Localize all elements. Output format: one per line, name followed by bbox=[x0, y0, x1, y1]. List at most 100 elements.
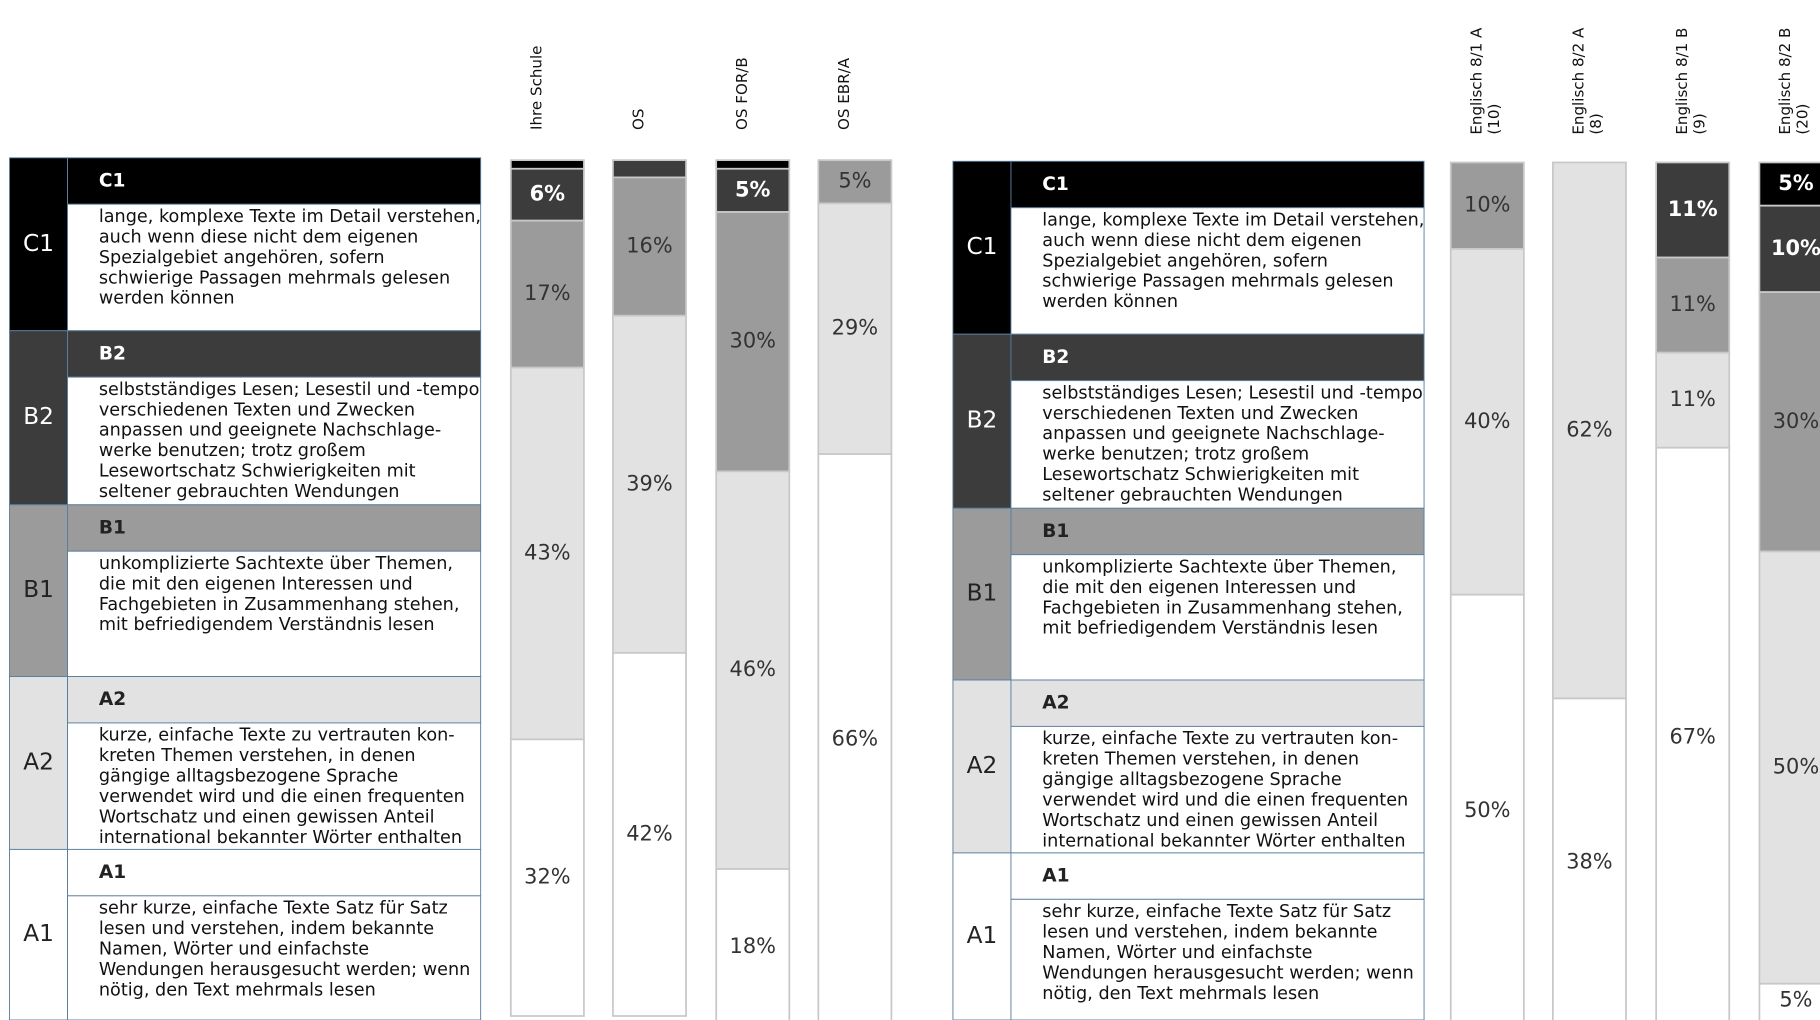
category-label: OS bbox=[630, 108, 649, 130]
level-description: anpassen und geeignete Nachschlage- bbox=[1042, 424, 1384, 444]
value-label: 29% bbox=[832, 316, 878, 340]
level-description: unkomplizierte Sachtexte über Themen, bbox=[99, 554, 453, 574]
level-description: Lesewortschatz Schwierigkeiten mit bbox=[1042, 465, 1359, 485]
level-description: kurze, einfache Texte zu vertrauten kon- bbox=[1042, 729, 1398, 749]
level-row: B1 B1 unkomplizierte Sachtexte über Themen… bbox=[9, 504, 482, 677]
level-description: verschiedenen Texten und Zwecken bbox=[99, 400, 415, 420]
value-label: 40% bbox=[1464, 409, 1510, 433]
level-description: Wendungen herausgesucht werden; wenn bbox=[1042, 963, 1413, 983]
level-row: A2 A2 kurze, einfache Texte zu vertrauten … bbox=[952, 679, 1425, 854]
category-label-box: Englisch 8/2 B (20) bbox=[1777, 27, 1813, 135]
bar-segment bbox=[715, 211, 791, 473]
level-header-code: C1 bbox=[1042, 174, 1069, 195]
level-label-cell bbox=[952, 679, 1012, 854]
category-label: Englisch 8/2 B (20) bbox=[1777, 27, 1813, 135]
bar-segment bbox=[1758, 204, 1820, 294]
level-description: Fachgebieten in Zusammenhang stehen, bbox=[99, 595, 460, 615]
level-label-cell bbox=[9, 848, 69, 1020]
level-description: die mit den eigenen Interessen und bbox=[1042, 578, 1356, 598]
level-code: B2 bbox=[23, 403, 54, 430]
level-description: sehr kurze, einfache Texte Satz für Satz bbox=[99, 899, 448, 919]
bar-segment bbox=[612, 159, 687, 179]
value-label: 18% bbox=[730, 934, 776, 958]
level-row: B2 B2 selbstständiges Lesen; Lesestil und … bbox=[952, 333, 1425, 509]
level-description: nötig, den Text mehrmals lesen bbox=[1042, 984, 1319, 1004]
value-label: 42% bbox=[626, 821, 672, 845]
category-label-wrap: Englisch 8/2 A (8) bbox=[1571, 0, 1626, 135]
level-description: verschiedenen Texten und Zwecken bbox=[1042, 404, 1358, 424]
level-code: B2 bbox=[967, 407, 998, 434]
level-desc-cell bbox=[67, 376, 482, 506]
level-code: C1 bbox=[966, 233, 997, 260]
value-label: 62% bbox=[1566, 417, 1612, 441]
category-label-box: Englisch 8/1 B (9) bbox=[1674, 27, 1709, 135]
level-description: lange, komplexe Texte im Detail verstehe… bbox=[99, 207, 481, 227]
bar-segment bbox=[1449, 593, 1525, 1020]
category-label-box: Ihre Schule bbox=[529, 46, 546, 130]
value-label: 38% bbox=[1566, 850, 1612, 874]
level-header bbox=[67, 848, 482, 897]
bar-segment bbox=[1551, 697, 1627, 1020]
level-description: seltener gebrauchten Wendungen bbox=[99, 482, 400, 502]
level-description: werden können bbox=[99, 289, 235, 309]
category-label-box: Englisch 8/1 A (10) bbox=[1468, 27, 1504, 135]
value-label: 5% bbox=[838, 169, 871, 193]
level-description: anpassen und geeignete Nachschlage- bbox=[99, 421, 441, 441]
level-header bbox=[67, 504, 482, 552]
level-description: Lesewortschatz Schwierigkeiten mit bbox=[99, 462, 416, 482]
level-description: Wendungen herausgesucht werden; wenn bbox=[99, 960, 470, 980]
value-label: 6% bbox=[530, 182, 566, 206]
level-description: verwendet wird und die einen frequenten bbox=[99, 787, 465, 807]
level-row: A1 A1 sehr kurze, einfache Texte Satz für … bbox=[952, 852, 1425, 1020]
value-label: 11% bbox=[1669, 292, 1715, 316]
level-header bbox=[1010, 679, 1425, 727]
category-label-box: OS bbox=[630, 108, 649, 130]
level-header bbox=[67, 330, 482, 378]
bar-segment bbox=[715, 159, 791, 170]
level-row: A1 A1 sehr kurze, einfache Texte Satz für … bbox=[9, 848, 482, 1020]
level-header bbox=[1010, 507, 1425, 556]
level-description: gängige alltagsbezogene Sprache bbox=[1042, 770, 1341, 790]
level-description: lange, komplexe Texte im Detail verstehe… bbox=[1042, 210, 1424, 230]
level-description: selbstständiges Lesen; Lesestil und -tem… bbox=[99, 380, 480, 400]
level-desc-cell bbox=[67, 550, 482, 677]
category-label: Englisch 8/1 A (10) bbox=[1468, 27, 1504, 135]
category-label-box: OS EBR/A bbox=[836, 58, 853, 130]
level-header-code: B2 bbox=[99, 343, 126, 364]
value-label: 50% bbox=[1773, 755, 1819, 779]
level-desc-cell bbox=[67, 722, 482, 850]
level-label-cell bbox=[9, 330, 69, 506]
level-code: A1 bbox=[967, 922, 998, 949]
level-description: kreten Themen verstehen, in denen bbox=[99, 746, 416, 766]
level-label-cell bbox=[9, 157, 69, 332]
bar-segment bbox=[509, 738, 585, 1017]
level-description: international bekannter Wörter enthalten bbox=[99, 828, 462, 848]
level-description: unkomplizierte Sachtexte über Themen, bbox=[1042, 557, 1396, 577]
level-description: gängige alltagsbezogene Sprache bbox=[99, 767, 398, 787]
level-desc-cell bbox=[1010, 554, 1425, 681]
level-header-code: A1 bbox=[1042, 866, 1069, 887]
level-header bbox=[1010, 160, 1425, 209]
category-label: Englisch 8/1 B (9) bbox=[1674, 27, 1709, 135]
level-header bbox=[67, 676, 482, 724]
bar-segment bbox=[509, 366, 585, 741]
level-header-code: A1 bbox=[99, 862, 126, 883]
value-label: 5% bbox=[735, 177, 771, 201]
level-description: Fachgebieten in Zusammenhang stehen, bbox=[1042, 598, 1403, 618]
category-label-box: Englisch 8/2 A (8) bbox=[1571, 0, 1626, 135]
level-row: C1 C1 lange, komplexe Texte im Detail vers… bbox=[952, 160, 1425, 335]
bar-segment bbox=[1758, 550, 1820, 985]
level-row: A2 A2 kurze, einfache Texte zu vertrauten … bbox=[9, 676, 482, 850]
level-description: werke benutzen; trotz großem bbox=[1042, 445, 1309, 465]
bar-segment bbox=[1655, 351, 1731, 449]
level-description: Wortschatz und einen gewissen Anteil bbox=[1042, 811, 1378, 831]
level-header bbox=[1010, 333, 1425, 382]
level-desc-cell bbox=[67, 895, 482, 1020]
level-description: lesen und verstehen, indem bekannte bbox=[99, 919, 434, 939]
level-description: werke benutzen; trotz großem bbox=[99, 441, 366, 461]
level-header-code: A2 bbox=[1042, 693, 1069, 714]
level-header-code: C1 bbox=[99, 171, 126, 192]
value-label: 11% bbox=[1668, 197, 1718, 221]
value-label: 67% bbox=[1669, 724, 1715, 748]
level-description: lesen und verstehen, indem bekannte bbox=[1042, 923, 1377, 943]
